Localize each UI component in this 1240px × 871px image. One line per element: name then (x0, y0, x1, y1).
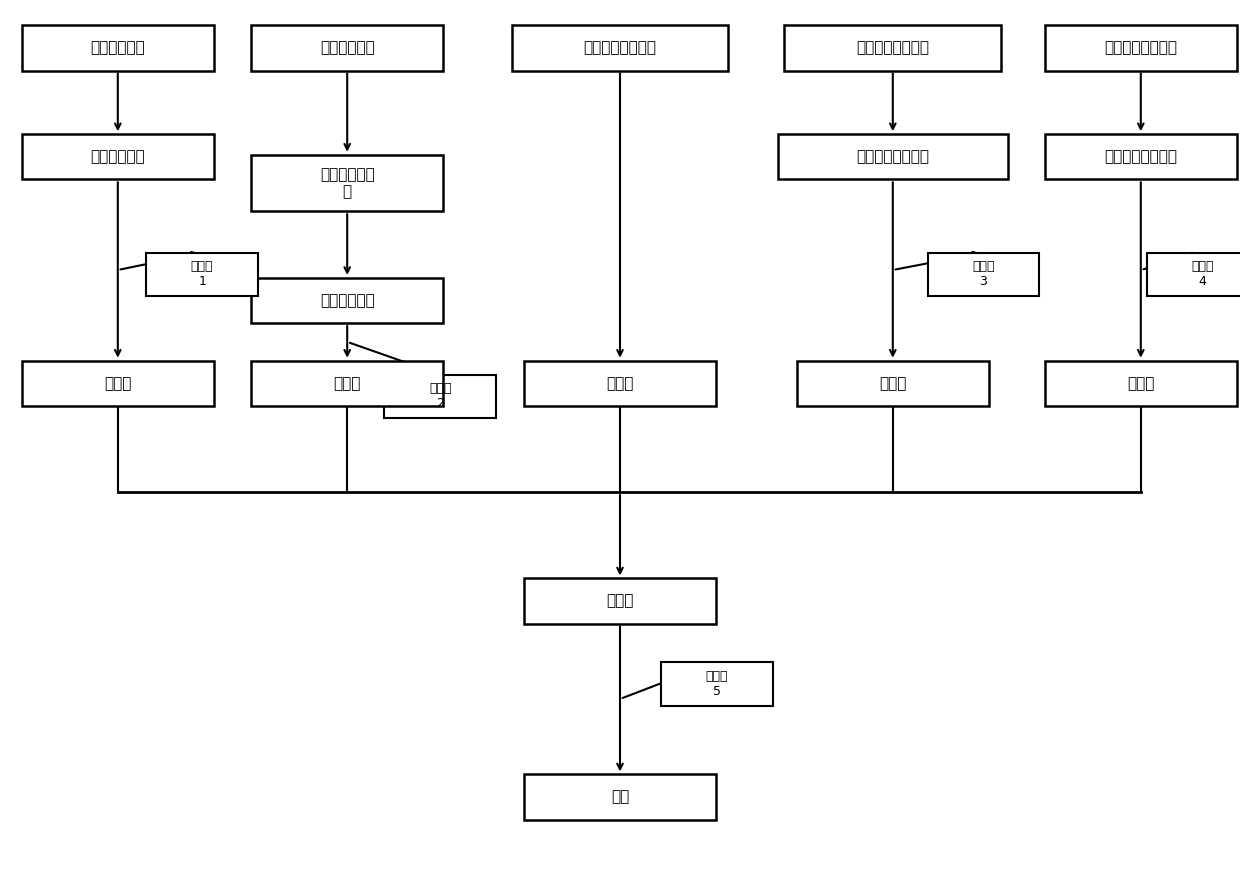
Text: 阳性标准品的准备: 阳性标准品的准备 (857, 40, 929, 56)
Bar (511, 25, 728, 71)
Bar (22, 361, 213, 406)
Bar (796, 361, 990, 406)
Text: 引物探针的溶
解: 引物探针的溶 解 (320, 166, 374, 199)
Text: 阳性参考品的配制: 阳性参考品的配制 (1105, 149, 1177, 165)
Text: 混合液的准备: 混合液的准备 (320, 40, 374, 56)
Bar (22, 25, 213, 71)
Bar (523, 774, 717, 820)
Bar (523, 578, 717, 624)
Bar (661, 662, 773, 706)
Bar (384, 375, 496, 418)
Text: 内分装: 内分装 (334, 375, 361, 391)
Bar (784, 25, 1001, 71)
Text: 质控点
1: 质控点 1 (191, 260, 213, 288)
Text: 质控点
2: 质控点 2 (429, 382, 451, 410)
Text: 质控点
5: 质控点 5 (706, 670, 728, 698)
Text: 质控点
4: 质控点 4 (1192, 260, 1214, 288)
Bar (22, 134, 213, 179)
Bar (523, 361, 717, 406)
Text: 外包装: 外包装 (606, 593, 634, 609)
Bar (1044, 134, 1238, 179)
Bar (250, 25, 444, 71)
Text: 反应液的配制: 反应液的配制 (91, 149, 145, 165)
Text: 阳性参考品的准备: 阳性参考品的准备 (1105, 40, 1177, 56)
Text: 内分装: 内分装 (104, 375, 131, 391)
Text: 反应液的准备: 反应液的准备 (91, 40, 145, 56)
Bar (250, 155, 444, 211)
Bar (146, 253, 258, 296)
Bar (250, 361, 444, 406)
Bar (250, 278, 444, 323)
Text: 质控点
3: 质控点 3 (972, 260, 994, 288)
Text: 成品: 成品 (611, 789, 629, 805)
Bar (928, 253, 1039, 296)
Bar (1044, 25, 1238, 71)
Text: 内分装: 内分装 (606, 375, 634, 391)
Bar (1044, 361, 1238, 406)
Text: 阳性标准品的配制: 阳性标准品的配制 (857, 149, 929, 165)
Text: 内分装: 内分装 (879, 375, 906, 391)
Text: 阴性参考品的配制: 阴性参考品的配制 (584, 40, 656, 56)
Text: 内分装: 内分装 (1127, 375, 1154, 391)
Bar (779, 134, 1007, 179)
Text: 混合液的配制: 混合液的配制 (320, 293, 374, 308)
Bar (1147, 253, 1240, 296)
